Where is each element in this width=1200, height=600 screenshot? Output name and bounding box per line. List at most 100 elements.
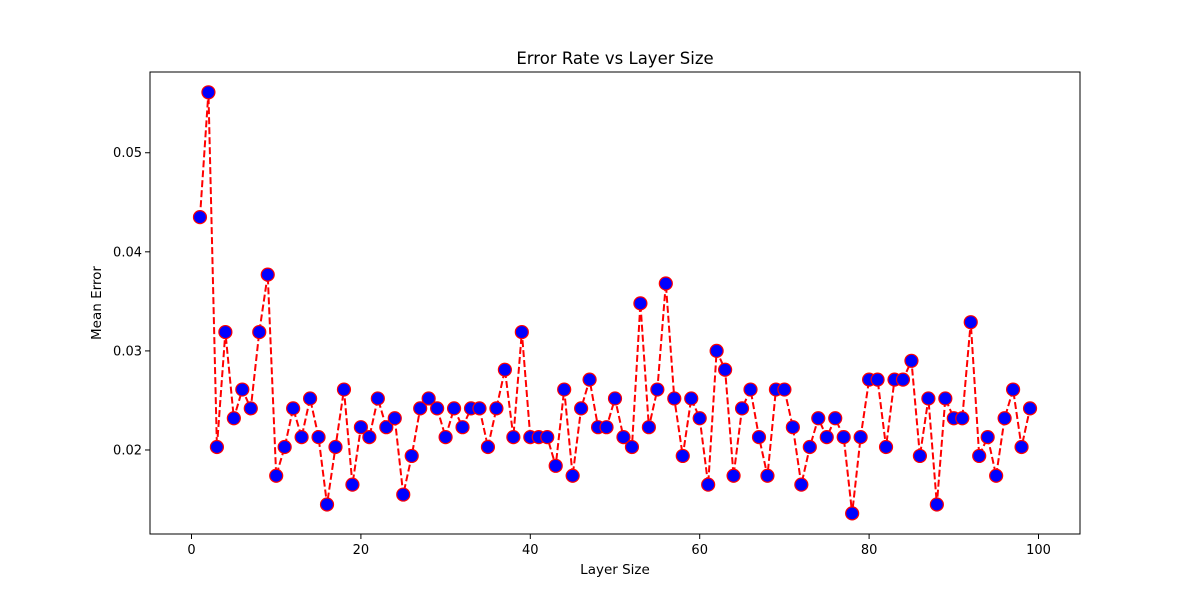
data-point bbox=[370, 391, 385, 406]
data-point bbox=[870, 372, 885, 387]
data-point bbox=[980, 430, 995, 445]
data-point bbox=[895, 372, 911, 387]
data-point bbox=[514, 324, 529, 340]
data-point bbox=[413, 401, 428, 416]
data-point bbox=[734, 401, 750, 416]
data-point bbox=[878, 439, 894, 455]
data-point bbox=[404, 448, 419, 464]
data-point bbox=[455, 420, 470, 435]
y-tick-label: 0.02 bbox=[113, 443, 142, 458]
data-point bbox=[1014, 439, 1029, 455]
chart-title: Error Rate vs Layer Size bbox=[516, 49, 713, 68]
axes-frame bbox=[149, 71, 1081, 535]
data-point bbox=[912, 448, 928, 464]
data-point bbox=[650, 382, 665, 397]
data-point bbox=[582, 372, 597, 387]
data-point bbox=[260, 267, 275, 282]
y-axis-label: Mean Error bbox=[89, 266, 105, 340]
data-point bbox=[633, 296, 648, 311]
data-point bbox=[446, 401, 462, 416]
x-tick-label: 100 bbox=[1026, 543, 1051, 558]
data-point bbox=[929, 497, 944, 512]
data-point bbox=[497, 362, 512, 377]
data-point bbox=[328, 439, 343, 455]
y-tick-label: 0.05 bbox=[113, 146, 142, 161]
data-point bbox=[811, 411, 826, 426]
data-point bbox=[819, 430, 834, 445]
data-point bbox=[667, 391, 682, 406]
data-point bbox=[718, 362, 733, 377]
data-point bbox=[1005, 382, 1021, 397]
data-point bbox=[209, 439, 225, 455]
data-point bbox=[226, 411, 241, 426]
data-point bbox=[684, 391, 699, 406]
data-point bbox=[658, 276, 673, 291]
data-point bbox=[387, 411, 402, 426]
data-point bbox=[828, 411, 843, 426]
data-point bbox=[760, 468, 775, 483]
data-point bbox=[997, 411, 1012, 426]
data-point bbox=[853, 430, 868, 445]
data-point bbox=[743, 382, 758, 397]
x-tick-label: 80 bbox=[861, 543, 878, 558]
data-point bbox=[345, 477, 360, 492]
data-point bbox=[692, 411, 707, 426]
data-point bbox=[506, 430, 521, 445]
data-point bbox=[972, 448, 987, 464]
data-point bbox=[294, 430, 309, 445]
data-point bbox=[286, 401, 301, 416]
x-tick-label: 0 bbox=[187, 543, 195, 558]
data-point bbox=[277, 439, 292, 455]
data-point bbox=[201, 85, 216, 100]
data-point bbox=[726, 468, 741, 483]
data-point bbox=[362, 430, 377, 445]
data-point bbox=[794, 477, 809, 492]
y-tick-label: 0.04 bbox=[113, 245, 142, 260]
data-point bbox=[472, 401, 487, 416]
data-point bbox=[489, 401, 504, 416]
data-point bbox=[955, 411, 970, 426]
data-point bbox=[1022, 401, 1038, 416]
data-point bbox=[701, 477, 716, 492]
data-point bbox=[904, 353, 919, 368]
data-point bbox=[785, 420, 800, 435]
data-point bbox=[336, 382, 352, 397]
data-point bbox=[421, 391, 436, 406]
data-point bbox=[319, 497, 335, 512]
data-point bbox=[438, 430, 453, 445]
data-point bbox=[252, 324, 267, 340]
data-point bbox=[624, 439, 640, 455]
data-point bbox=[616, 430, 631, 445]
data-point bbox=[302, 391, 318, 406]
data-point bbox=[480, 439, 496, 455]
x-tick-label: 60 bbox=[691, 543, 708, 558]
data-point bbox=[379, 420, 394, 435]
x-tick-label: 40 bbox=[522, 543, 539, 558]
data-point bbox=[963, 315, 978, 330]
data-point bbox=[777, 382, 792, 397]
data-point bbox=[574, 401, 589, 416]
data-point bbox=[836, 430, 851, 445]
data-point bbox=[751, 430, 767, 445]
data-point bbox=[607, 391, 623, 406]
data-point bbox=[430, 401, 445, 416]
data-point bbox=[921, 391, 936, 406]
x-tick-label: 20 bbox=[353, 543, 370, 558]
data-point bbox=[218, 324, 233, 340]
data-point bbox=[709, 343, 724, 358]
plot-area bbox=[192, 85, 1038, 521]
data-point bbox=[565, 468, 580, 483]
data-point bbox=[989, 468, 1004, 483]
data-point bbox=[269, 468, 284, 483]
data-point bbox=[938, 391, 953, 406]
data-point bbox=[675, 448, 690, 464]
data-point bbox=[641, 420, 656, 435]
data-point bbox=[557, 382, 572, 397]
data-point bbox=[802, 439, 817, 455]
data-point bbox=[599, 420, 614, 435]
data-point bbox=[540, 430, 555, 445]
data-point bbox=[243, 401, 258, 416]
data-point bbox=[396, 487, 411, 502]
axes: 0 20 40 60 80 100 0.02 0.03 0.04 0.05 bbox=[113, 71, 1081, 558]
